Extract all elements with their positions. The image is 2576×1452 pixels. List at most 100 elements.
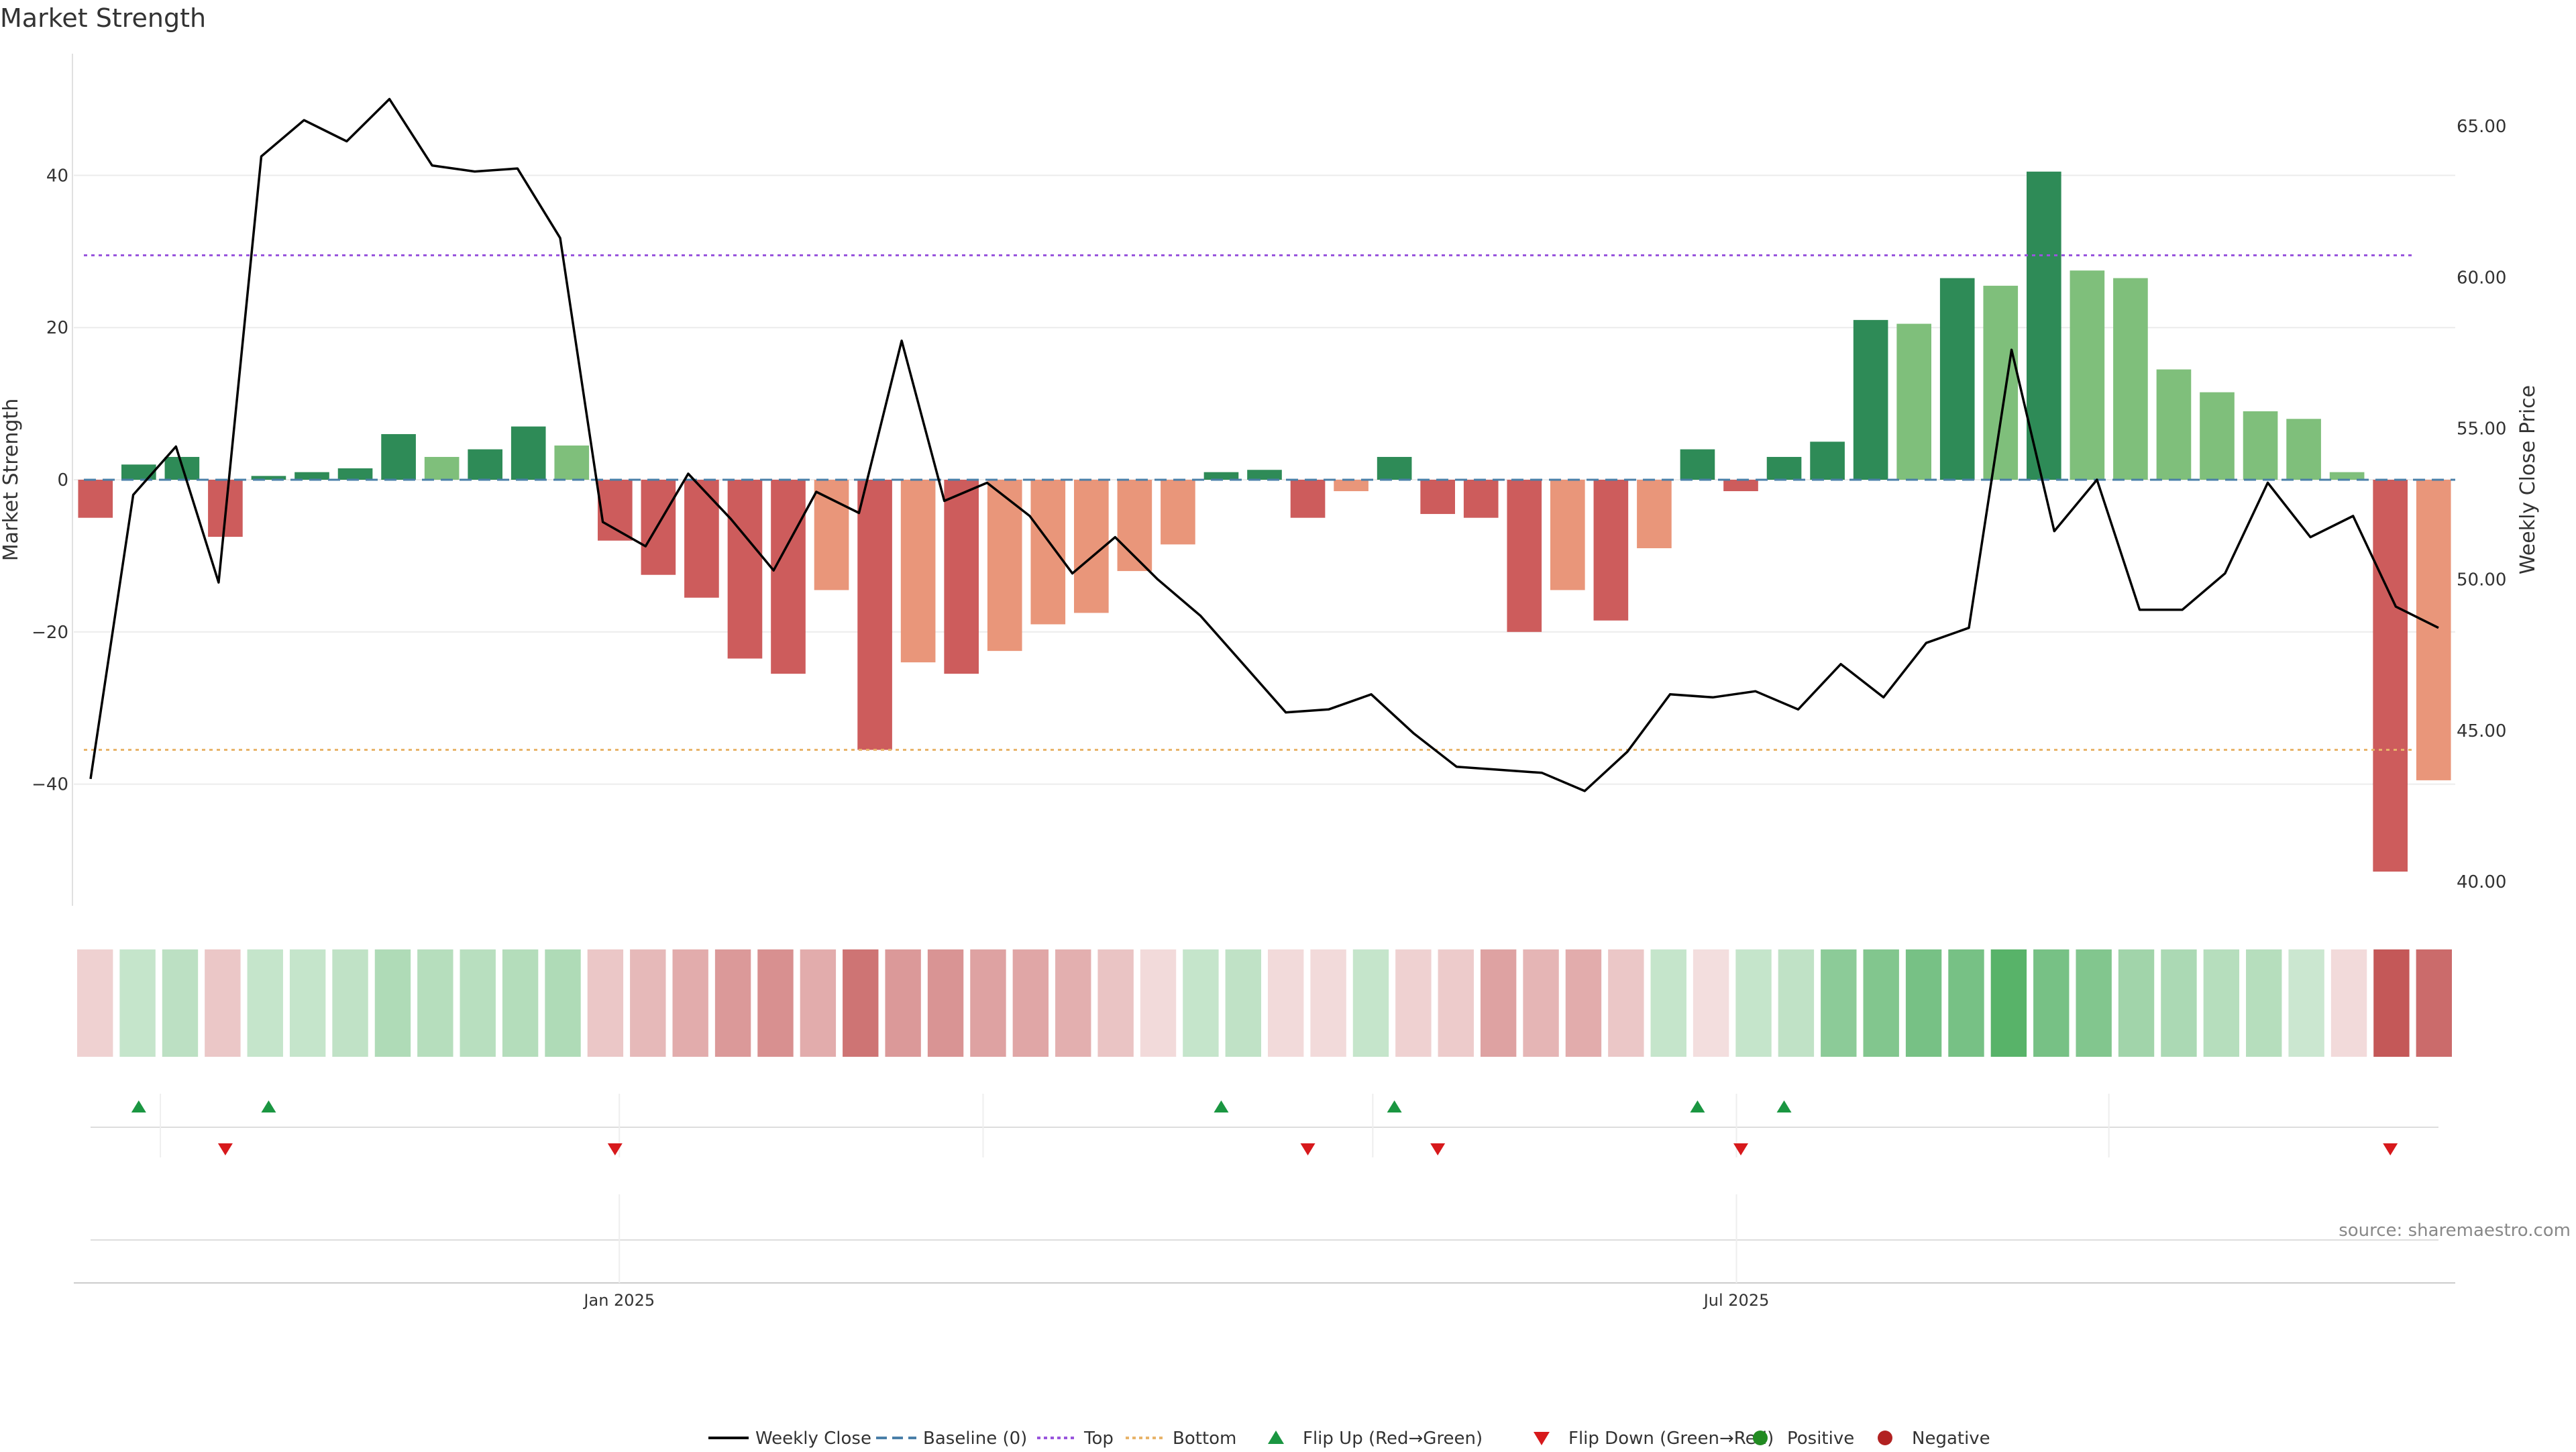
strength-bar <box>1637 480 1672 549</box>
flip-up-marker <box>261 1100 276 1112</box>
strength-tile <box>2246 949 2282 1057</box>
strength-tile <box>1693 949 1729 1057</box>
strength-tile <box>1608 949 1644 1057</box>
strength-bar <box>511 426 546 480</box>
y-right-tick-label: 50.00 <box>2457 570 2506 590</box>
flip-up-marker <box>1776 1100 1792 1112</box>
strength-tile <box>1905 949 1942 1057</box>
strength-bar <box>641 480 676 575</box>
strength-bar <box>1723 480 1758 492</box>
reference-lines <box>84 254 2455 751</box>
weekly-close-series <box>89 97 2439 792</box>
strength-tile <box>2118 949 2155 1057</box>
strength-bar <box>814 480 849 590</box>
strength-tile <box>77 949 113 1057</box>
flip-down-marker <box>1733 1143 1748 1155</box>
strength-bar <box>2027 171 2061 480</box>
legend-label: Positive <box>1787 1429 1854 1449</box>
strength-bars <box>78 171 2451 872</box>
y-right-tick-label: 60.00 <box>2457 268 2506 288</box>
strength-tile <box>1438 949 1474 1057</box>
y-left-axis-label: Market Strength <box>0 399 23 561</box>
strength-tile <box>374 949 411 1057</box>
strength-tile <box>1097 949 1134 1057</box>
strength-heat-strip <box>77 949 2452 1057</box>
strength-tile <box>1778 949 1815 1057</box>
legend-swatch-flip-up <box>1268 1431 1284 1444</box>
strength-bar <box>1853 319 1888 480</box>
flip-markers <box>91 1094 2438 1157</box>
strength-tile <box>1523 949 1559 1057</box>
strength-tile <box>2373 949 2410 1057</box>
legend-swatch-flip-down <box>1534 1432 1550 1445</box>
y-left-tick-label: −20 <box>32 623 68 643</box>
strength-bar <box>1161 480 1195 545</box>
strength-bar <box>1203 472 1239 480</box>
strength-bar <box>2200 392 2235 480</box>
weekly-close-line <box>89 97 2439 792</box>
flip-down-marker <box>217 1143 233 1155</box>
strength-bar <box>1766 456 1802 480</box>
flip-down-marker <box>1430 1143 1446 1155</box>
flip-down-marker <box>1300 1143 1316 1155</box>
strength-tile <box>460 949 496 1057</box>
flip-down-marker <box>2383 1143 2398 1155</box>
strength-tile <box>757 949 794 1057</box>
strength-bar <box>1507 480 1542 632</box>
strength-tile <box>1650 949 1686 1057</box>
strength-bar <box>2373 480 2408 872</box>
strength-bar <box>2156 369 2192 480</box>
strength-tile <box>2330 949 2367 1057</box>
strength-tile <box>2288 949 2324 1057</box>
strength-bar <box>987 480 1022 652</box>
strength-bar <box>1420 480 1455 515</box>
source-credit: source: sharemaestro.com <box>2339 1221 2571 1241</box>
strength-tile <box>289 949 326 1057</box>
strength-tile <box>545 949 581 1057</box>
flip-up-marker <box>131 1100 146 1112</box>
strength-tile <box>1480 949 1517 1057</box>
strength-bar <box>1983 285 2019 480</box>
strength-tile <box>630 949 666 1057</box>
strength-bar <box>1680 449 1715 480</box>
y-left-tick-label: 20 <box>46 318 68 338</box>
strength-tile <box>162 949 199 1057</box>
strength-bar <box>554 445 590 480</box>
strength-tile <box>843 949 879 1057</box>
strength-tile <box>672 949 708 1057</box>
strength-bar <box>1463 480 1499 518</box>
strength-bar <box>1334 480 1368 492</box>
strength-tile <box>2161 949 2197 1057</box>
strength-tile <box>502 949 539 1057</box>
y-right-tick-label: 45.00 <box>2457 721 2506 741</box>
y-right-tick-label: 65.00 <box>2457 117 2506 137</box>
flip-up-marker <box>1690 1100 1705 1112</box>
chart-title: Market Strength <box>0 3 206 33</box>
strength-bar <box>1377 456 1412 480</box>
strength-tile <box>714 949 751 1057</box>
strength-tile <box>2076 949 2112 1057</box>
strength-tile <box>1310 949 1346 1057</box>
strength-bar <box>294 472 329 480</box>
x-tick-label: Jan 2025 <box>582 1291 655 1310</box>
strength-bar <box>727 480 763 659</box>
strength-tile <box>1268 949 1304 1057</box>
legend-swatch-negative <box>1878 1431 1892 1445</box>
strength-tile <box>1352 949 1389 1057</box>
axis-ticks: 40 20 0 −20 −40 65.00 60.00 55.00 50.00 45.00 40.0… <box>32 117 2506 892</box>
strength-tile <box>1395 949 1432 1057</box>
strength-tile <box>1863 949 1899 1057</box>
legend-label: Weekly Close <box>755 1429 871 1449</box>
strength-tile <box>2033 949 2070 1057</box>
strength-tile <box>927 949 964 1057</box>
strength-bar <box>684 480 719 598</box>
strength-tile <box>2416 949 2452 1057</box>
strength-bar <box>424 456 460 480</box>
strength-tile <box>417 949 453 1057</box>
strength-bar <box>2329 472 2365 480</box>
strength-tile <box>885 949 921 1057</box>
flip-up-marker <box>1387 1100 1402 1112</box>
legend-label: Negative <box>1912 1429 1990 1449</box>
strength-tile <box>1735 949 1772 1057</box>
